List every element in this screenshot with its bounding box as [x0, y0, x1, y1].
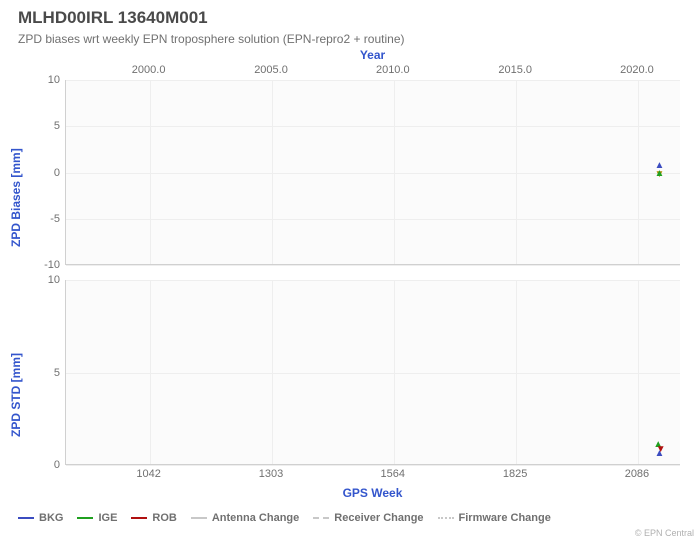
axis-bottom-title: GPS Week	[343, 486, 403, 500]
ytick-top: -5	[20, 213, 60, 225]
gridline-h	[66, 265, 680, 266]
xtick-bottom: 1042	[136, 468, 160, 480]
credit: © EPN Central	[635, 528, 694, 538]
plot-area: Year 2000.02005.02010.02015.02020.0 ▲▼▲ …	[65, 52, 680, 490]
ytick-top: 5	[20, 120, 60, 132]
data-marker: ▲	[655, 171, 665, 177]
legend-label: BKG	[39, 512, 63, 524]
legend-item: Antenna Change	[191, 512, 299, 524]
xtick-top: 2010.0	[376, 64, 410, 76]
legend-swatch	[77, 517, 93, 519]
ytick-bot: 10	[20, 274, 60, 286]
gridline-h	[66, 80, 680, 81]
legend-label: Firmware Change	[459, 512, 551, 524]
legend-label: ROB	[152, 512, 176, 524]
ytick-top: 0	[20, 167, 60, 179]
legend-label: Receiver Change	[334, 512, 423, 524]
ytick-bot: 0	[20, 459, 60, 471]
gridline-h	[66, 126, 680, 127]
xtick-top: 2020.0	[620, 64, 654, 76]
legend-item: BKG	[18, 512, 63, 524]
xtick-top: 2015.0	[498, 64, 532, 76]
panel-zpd-biases: ▲▼▲ ZPD Biases [mm]	[65, 80, 680, 265]
xtick-bottom: 1825	[503, 468, 527, 480]
legend-item: ROB	[131, 512, 176, 524]
ytick-bot: 5	[20, 367, 60, 379]
ytick-top: 10	[20, 74, 60, 86]
xtick-top: 2000.0	[132, 64, 166, 76]
legend-swatch	[18, 517, 34, 519]
gridline-h	[66, 219, 680, 220]
xtick-top: 2005.0	[254, 64, 288, 76]
ytick-top: -10	[20, 259, 60, 271]
legend-item: IGE	[77, 512, 117, 524]
chart-title: MLHD00IRL 13640M001	[18, 8, 208, 28]
gridline-h	[66, 280, 680, 281]
chart-subtitle: ZPD biases wrt weekly EPN troposphere so…	[18, 32, 405, 46]
xtick-bottom: 1564	[381, 468, 405, 480]
data-marker: ▼	[656, 447, 666, 453]
panel-zpd-std: ▲▲▼ ZPD STD [mm]	[65, 280, 680, 465]
legend-label: Antenna Change	[212, 512, 299, 524]
gridline-h	[66, 373, 680, 374]
legend-swatch	[438, 517, 454, 519]
gridline-h	[66, 465, 680, 466]
legend-item: Receiver Change	[313, 512, 423, 524]
legend-swatch	[191, 517, 207, 519]
chart-container: MLHD00IRL 13640M001 ZPD biases wrt weekl…	[0, 0, 700, 540]
legend-swatch	[131, 517, 147, 519]
ylabel-top: ZPD Biases [mm]	[9, 148, 23, 247]
axis-top-title: Year	[360, 48, 385, 62]
legend-swatch	[313, 517, 329, 519]
gridline-h	[66, 173, 680, 174]
xtick-bottom: 1303	[259, 468, 283, 480]
legend: BKG IGE ROB Antenna Change Receiver Chan…	[18, 512, 682, 524]
xtick-bottom: 2086	[625, 468, 649, 480]
legend-item: Firmware Change	[438, 512, 551, 524]
legend-label: IGE	[98, 512, 117, 524]
